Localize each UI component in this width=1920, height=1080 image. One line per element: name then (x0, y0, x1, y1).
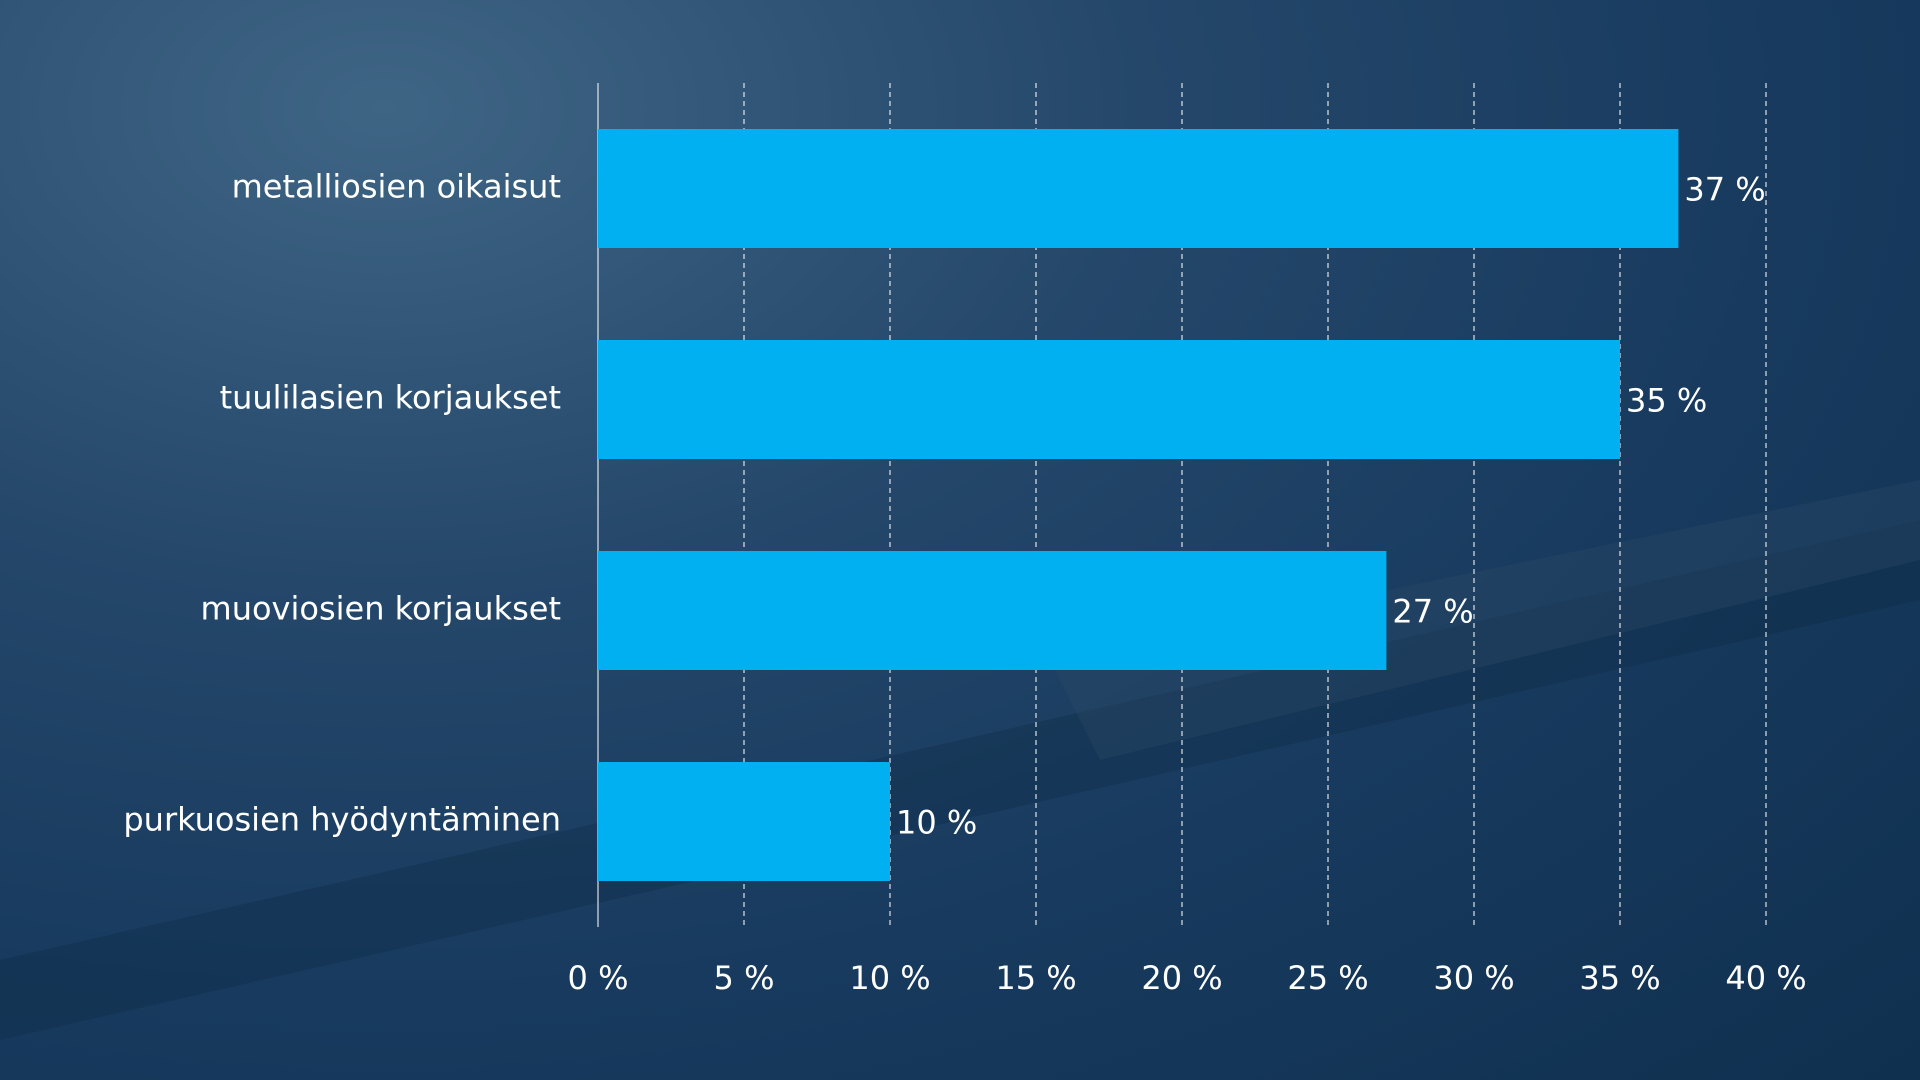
x-tick-label: 30 % (1433, 959, 1514, 997)
x-tick-label: 5 % (714, 959, 775, 997)
x-tick-label: 10 % (849, 959, 930, 997)
value-label: 35 % (1626, 382, 1707, 420)
background-shape (1050, 480, 1920, 760)
background-shape (0, 520, 1920, 1040)
bar (598, 551, 1387, 670)
x-tick-label: 40 % (1725, 959, 1806, 997)
value-label: 27 % (1392, 593, 1473, 631)
value-label: 10 % (896, 804, 977, 842)
y-tick-label: tuulilasien korjaukset (220, 379, 561, 417)
bar (598, 762, 890, 881)
x-tick-label: 35 % (1579, 959, 1660, 997)
y-tick-label: purkuosien hyödyntäminen (123, 801, 561, 839)
bar (598, 340, 1620, 459)
x-tick-label: 0 % (568, 959, 629, 997)
bar (598, 129, 1679, 248)
x-tick-label: 15 % (995, 959, 1076, 997)
y-tick-label: muoviosien korjaukset (201, 590, 561, 628)
value-label: 37 % (1684, 171, 1765, 209)
y-tick-label: metalliosien oikaisut (232, 168, 561, 206)
x-tick-label: 25 % (1287, 959, 1368, 997)
x-tick-label: 20 % (1141, 959, 1222, 997)
